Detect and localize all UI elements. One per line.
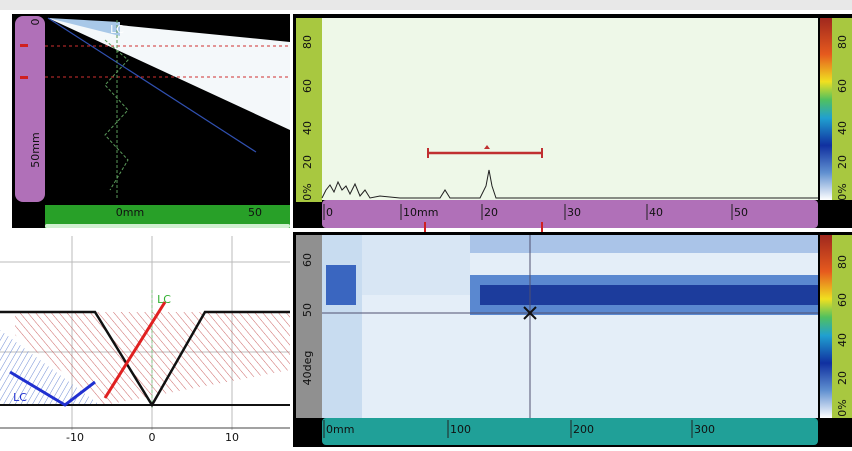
ruler-label: 300	[694, 423, 715, 436]
colorbar-label: 20	[836, 371, 849, 385]
ruler-label: 20	[484, 206, 498, 219]
ruler-label: 60	[301, 253, 314, 267]
ruler-label: 0mm	[116, 206, 144, 219]
colorbar-label: 80	[836, 255, 849, 269]
colorbar-label: 80	[836, 35, 849, 49]
cscan-panel	[293, 232, 852, 447]
weld-panel	[0, 232, 290, 447]
colorbar-label: 60	[836, 79, 849, 93]
ruler-label: 30	[567, 206, 581, 219]
ruler-label: 40	[649, 206, 663, 219]
ruler-label: 50	[734, 206, 748, 219]
lc-label: LC	[157, 293, 171, 306]
colorbar-label: 60	[836, 293, 849, 307]
colorbar-label: 0%	[836, 183, 849, 200]
ruler-label: 50	[301, 303, 314, 317]
ruler-label: 60	[301, 79, 314, 93]
toolbar	[0, 0, 852, 10]
ruler-label: 0%	[301, 183, 314, 200]
ruler-label: 40deg	[301, 351, 314, 386]
colorbar-label: 20	[836, 155, 849, 169]
ruler-label: 80	[301, 35, 314, 49]
ruler-label: 0	[326, 206, 333, 219]
lc-label: LC	[13, 391, 27, 404]
ruler-label: 0mm	[326, 423, 354, 436]
ruler-label: 50	[248, 206, 262, 219]
ascan-panel	[293, 14, 852, 232]
app-window: 0 50mm 0mm 50 LC 80 60 40 20 0% 80 60 40 20 0% 0 10mm 20 3…	[0, 0, 852, 447]
ruler-label: 20	[301, 155, 314, 169]
ruler-label: 100	[450, 423, 471, 436]
ruler-label: 200	[573, 423, 594, 436]
ruler-label: 0	[29, 19, 42, 26]
lc-label: LC	[110, 23, 124, 36]
ruler-label: 40	[301, 121, 314, 135]
axis-label: -10	[66, 431, 84, 444]
colorbar-label: 0%	[836, 399, 849, 416]
colorbar-label: 40	[836, 121, 849, 135]
ruler-label: 50mm	[29, 132, 42, 167]
axis-label: 0	[149, 431, 156, 444]
ruler-label: 10mm	[403, 206, 438, 219]
axis-label: 10	[225, 431, 239, 444]
sscan-panel	[12, 14, 290, 228]
colorbar-label: 40	[836, 333, 849, 347]
